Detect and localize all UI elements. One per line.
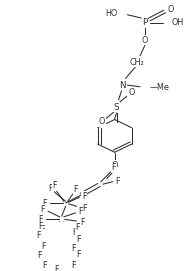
Text: F: F [76, 250, 81, 259]
Text: F: F [76, 235, 81, 244]
Text: P: P [142, 18, 148, 27]
Text: F: F [42, 199, 46, 208]
Text: F: F [53, 181, 57, 190]
Text: F: F [80, 218, 85, 227]
Text: F: F [111, 163, 116, 172]
Text: F: F [71, 261, 76, 270]
Text: F: F [78, 207, 83, 216]
Text: F: F [82, 192, 86, 201]
Text: N: N [119, 81, 126, 90]
Text: F: F [38, 222, 42, 231]
Text: F: F [75, 223, 80, 232]
Text: F: F [40, 205, 44, 214]
Text: F: F [72, 228, 77, 237]
Text: F: F [82, 204, 86, 213]
Text: HO: HO [105, 9, 118, 18]
Text: F: F [42, 261, 46, 270]
Text: O: O [128, 88, 134, 97]
Text: F: F [73, 185, 78, 194]
Text: F: F [49, 184, 53, 193]
Text: O: O [142, 36, 148, 45]
Text: F: F [36, 231, 41, 240]
Text: F: F [115, 177, 120, 186]
Text: F: F [40, 225, 44, 234]
Text: S: S [114, 103, 119, 112]
Text: F: F [71, 244, 76, 253]
Text: F: F [54, 265, 59, 271]
Text: —Me: —Me [150, 83, 170, 92]
Text: O: O [167, 5, 174, 14]
Text: O: O [111, 161, 118, 170]
Text: F: F [41, 242, 45, 251]
Text: F: F [38, 215, 42, 224]
Text: F: F [37, 251, 41, 260]
Text: OH: OH [171, 18, 184, 27]
Text: O: O [99, 117, 105, 127]
Text: CH₂: CH₂ [130, 58, 145, 67]
